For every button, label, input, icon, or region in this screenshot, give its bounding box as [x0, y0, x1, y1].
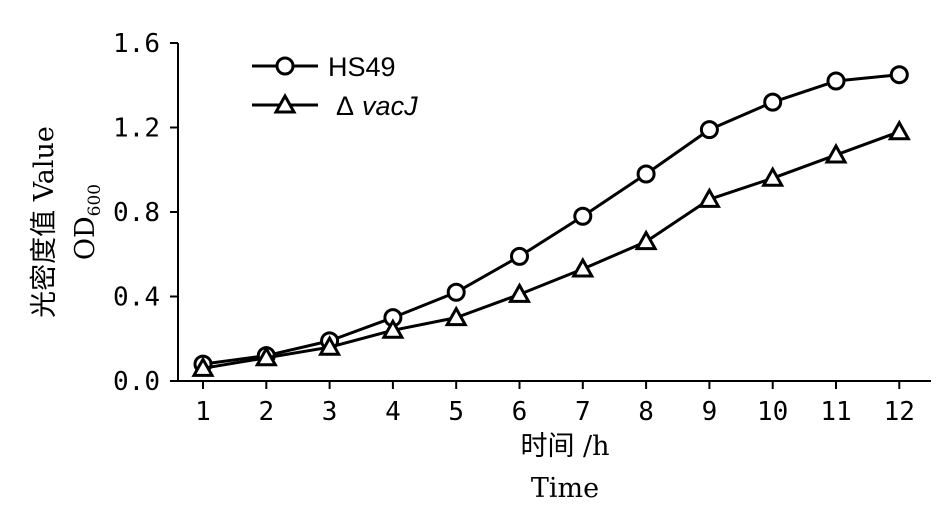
data-point-circle — [889, 65, 909, 85]
data-point-circle — [826, 71, 846, 91]
y-tick-label: 1.6 — [113, 29, 160, 59]
y-tick-label: 1.2 — [113, 114, 160, 144]
y-tick-label: 0.4 — [113, 283, 160, 313]
series-line-1 — [202, 130, 900, 370]
y-axis-ticks: 0.0 0.4 0.8 1.2 1.6 — [113, 29, 178, 397]
x-tick-label: 10 — [757, 397, 788, 427]
x-axis-title-english: Time — [531, 473, 599, 504]
data-point-triangle — [634, 229, 658, 251]
y-axis-title-chinese: 光密度值 Value — [29, 126, 60, 318]
data-point-triangle — [887, 119, 911, 141]
legend-label-delta: Δ — [336, 91, 354, 121]
y-axis-od-subscript: 600 — [85, 184, 105, 216]
x-tick-label: 3 — [322, 397, 338, 427]
data-point-triangle — [191, 356, 215, 377]
x-tick-label: 4 — [385, 397, 401, 427]
data-point-circle — [573, 206, 593, 226]
x-tick-label: 5 — [448, 397, 464, 427]
y-axis-od-label: OD — [70, 216, 101, 260]
x-axis-title-chinese: 时间 /h — [520, 431, 609, 462]
x-tick-label: 1 — [195, 397, 211, 427]
legend-label-vacj-italic: vacJ — [362, 91, 418, 121]
legend-marker-circle — [275, 56, 295, 76]
x-axis-ticks: 1 2 3 4 5 6 7 8 9 10 11 12 — [195, 381, 915, 427]
x-tick-label: 12 — [884, 397, 915, 427]
data-point-triangle — [697, 187, 721, 208]
y-tick-label: 0.0 — [113, 367, 160, 397]
x-tick-label: 7 — [575, 397, 591, 427]
x-tick-label: 11 — [820, 397, 851, 427]
data-point-triangle — [254, 345, 278, 367]
data-point-triangle — [571, 256, 595, 278]
x-tick-label: 2 — [258, 397, 274, 427]
data-point-triangle — [507, 282, 532, 303]
data-point-triangle — [381, 318, 405, 339]
y-tick-label: 0.8 — [113, 198, 160, 228]
data-point-circle — [636, 164, 656, 184]
legend-marker-triangle — [273, 92, 297, 114]
data-point-circle — [446, 282, 466, 302]
data-point-circle — [510, 246, 529, 266]
data-point-circle — [699, 120, 719, 140]
y-axis-title-od: OD600 — [70, 184, 105, 260]
series-group — [191, 65, 911, 377]
x-tick-label: 9 — [702, 397, 718, 427]
data-point-triangle — [318, 335, 342, 356]
data-point-triangle — [824, 142, 848, 164]
data-point-triangle — [761, 166, 785, 187]
x-tick-label: 6 — [512, 397, 528, 427]
axes — [177, 43, 931, 382]
x-tick-label: 8 — [638, 397, 654, 427]
legend-label-hs49: HS49 — [328, 52, 396, 82]
data-point-triangle — [444, 305, 468, 327]
series-line-0 — [202, 73, 900, 366]
data-point-circle — [763, 92, 783, 112]
